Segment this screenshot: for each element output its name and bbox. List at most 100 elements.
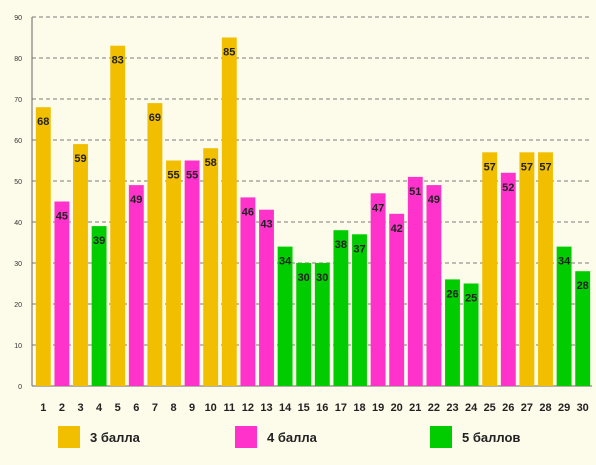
data-label-12: 46 bbox=[242, 206, 254, 218]
bar-17 bbox=[333, 230, 349, 386]
bar-25 bbox=[482, 152, 498, 386]
data-label-4: 39 bbox=[93, 235, 105, 247]
x-tick-label-16: 16 bbox=[316, 402, 328, 414]
bar-12 bbox=[240, 197, 256, 386]
x-tick-label-10: 10 bbox=[205, 402, 217, 414]
data-label-28: 57 bbox=[539, 161, 551, 173]
data-label-26: 52 bbox=[502, 182, 514, 194]
x-tick-label-5: 5 bbox=[115, 402, 121, 414]
x-tick-label-28: 28 bbox=[539, 402, 551, 414]
bar-7 bbox=[147, 103, 163, 386]
bar-13 bbox=[259, 209, 274, 386]
bar-18 bbox=[352, 234, 367, 386]
legend-swatch-3 bbox=[58, 426, 80, 448]
bar-26 bbox=[500, 172, 516, 386]
data-label-20: 42 bbox=[391, 223, 403, 235]
legend-label-5: 5 баллов bbox=[462, 429, 521, 445]
data-label-27: 57 bbox=[521, 161, 533, 173]
y-tick-label-70: 70 bbox=[14, 97, 22, 104]
legend-swatch-4 bbox=[235, 426, 257, 448]
data-label-24: 25 bbox=[465, 293, 477, 305]
data-label-2: 45 bbox=[56, 211, 68, 223]
x-tick-label-22: 22 bbox=[428, 402, 440, 414]
x-tick-label-4: 4 bbox=[96, 402, 103, 414]
bar-20 bbox=[389, 213, 405, 386]
bar-4 bbox=[91, 226, 107, 386]
bar-22 bbox=[426, 185, 442, 386]
x-tick-label-20: 20 bbox=[391, 402, 403, 414]
x-tick-label-3: 3 bbox=[77, 402, 83, 414]
x-tick-label-15: 15 bbox=[298, 402, 310, 414]
bar-30 bbox=[575, 271, 591, 386]
x-tick-label-25: 25 bbox=[484, 402, 496, 414]
bar-11 bbox=[221, 37, 237, 386]
bar-29 bbox=[556, 246, 572, 386]
bar-9 bbox=[184, 160, 200, 386]
data-label-14: 34 bbox=[279, 256, 292, 268]
x-tick-label-27: 27 bbox=[521, 402, 533, 414]
x-tick-label-1: 1 bbox=[40, 402, 46, 414]
x-tick-label-26: 26 bbox=[502, 402, 514, 414]
bar-10 bbox=[203, 148, 219, 386]
data-label-1: 68 bbox=[37, 116, 49, 128]
data-label-23: 26 bbox=[446, 288, 458, 300]
data-label-9: 55 bbox=[186, 170, 198, 182]
data-label-3: 59 bbox=[74, 153, 86, 165]
x-tick-label-29: 29 bbox=[558, 402, 570, 414]
bar-24 bbox=[463, 283, 479, 386]
y-tick-label-50: 50 bbox=[14, 179, 22, 186]
data-label-5: 83 bbox=[112, 55, 124, 67]
x-tick-label-13: 13 bbox=[260, 402, 272, 414]
x-tick-label-2: 2 bbox=[59, 402, 65, 414]
bar-6 bbox=[128, 185, 144, 386]
x-tick-label-14: 14 bbox=[279, 402, 292, 414]
x-tick-label-18: 18 bbox=[353, 402, 365, 414]
data-label-10: 58 bbox=[205, 157, 217, 169]
data-label-18: 37 bbox=[353, 243, 365, 255]
bar-21 bbox=[407, 176, 423, 386]
data-label-29: 34 bbox=[558, 256, 571, 268]
x-tick-label-17: 17 bbox=[335, 402, 347, 414]
bar-chart: 0102030405060708090681452593394835496697… bbox=[14, 15, 592, 414]
x-tick-label-8: 8 bbox=[170, 402, 176, 414]
y-tick-label-30: 30 bbox=[14, 261, 22, 268]
bar-8 bbox=[166, 160, 181, 386]
x-tick-label-19: 19 bbox=[372, 402, 384, 414]
x-tick-label-12: 12 bbox=[242, 402, 254, 414]
y-tick-label-80: 80 bbox=[14, 56, 22, 63]
x-tick-label-11: 11 bbox=[223, 402, 235, 414]
bar-23 bbox=[445, 279, 460, 386]
x-tick-label-30: 30 bbox=[577, 402, 589, 414]
legend-item-5: 5 баллов bbox=[430, 426, 520, 448]
y-tick-label-90: 90 bbox=[14, 15, 22, 22]
bar-5 bbox=[110, 45, 126, 386]
data-label-25: 57 bbox=[484, 161, 496, 173]
bar-19 bbox=[370, 193, 386, 386]
y-tick-label-0: 0 bbox=[18, 384, 22, 391]
legend-item-4: 4 балла bbox=[235, 426, 317, 448]
y-tick-label-20: 20 bbox=[14, 302, 22, 309]
y-tick-label-60: 60 bbox=[14, 138, 22, 145]
legend: 3 балла 4 балла 5 баллов bbox=[0, 426, 596, 456]
data-label-7: 69 bbox=[149, 112, 161, 124]
bar-28 bbox=[538, 152, 553, 386]
legend-swatch-5 bbox=[430, 426, 452, 448]
bar-2 bbox=[54, 201, 70, 386]
data-label-15: 30 bbox=[298, 272, 310, 284]
legend-label-3: 3 балла bbox=[90, 429, 140, 445]
x-tick-label-9: 9 bbox=[189, 402, 195, 414]
data-label-17: 38 bbox=[335, 239, 347, 251]
data-label-16: 30 bbox=[316, 272, 328, 284]
data-label-6: 49 bbox=[130, 194, 142, 206]
bar-15 bbox=[296, 263, 312, 386]
x-tick-label-21: 21 bbox=[409, 402, 421, 414]
x-tick-label-6: 6 bbox=[133, 402, 139, 414]
bar-16 bbox=[314, 263, 330, 386]
bar-3 bbox=[73, 144, 88, 386]
legend-item-3: 3 балла bbox=[58, 426, 140, 448]
data-label-21: 51 bbox=[409, 186, 421, 198]
data-label-13: 43 bbox=[260, 219, 272, 231]
x-tick-label-24: 24 bbox=[465, 402, 478, 414]
bar-14 bbox=[277, 246, 293, 386]
